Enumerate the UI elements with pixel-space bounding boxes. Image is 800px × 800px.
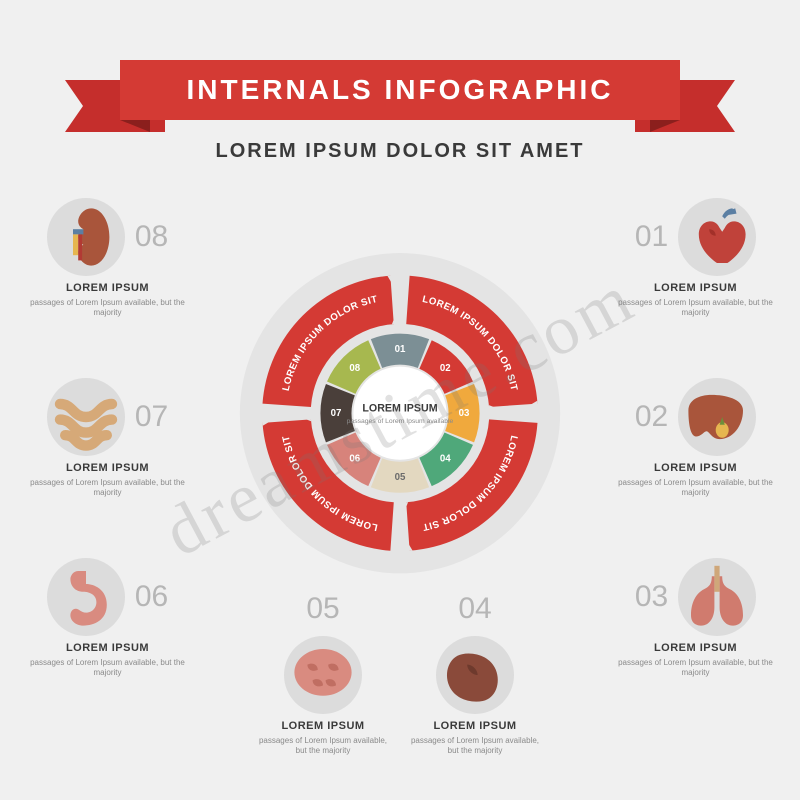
item-num-03: 03 (635, 580, 668, 614)
item-num-06: 06 (135, 580, 168, 614)
item-num-04: 04 (458, 592, 491, 626)
item-desc-05: passages of Lorem Ipsum available, but t… (258, 736, 388, 757)
item-desc-06: passages of Lorem Ipsum available, but t… (30, 658, 185, 679)
segment-num-04: 04 (440, 453, 451, 464)
item-num-05: 05 (306, 592, 339, 626)
item-label-02: LOREM IPSUM (618, 462, 773, 474)
segment-num-01: 01 (395, 344, 406, 355)
subtitle: LOREM IPSUM DOLOR SIT AMET (0, 140, 800, 163)
title-text: INTERNALS INFOGRAPHIC (120, 60, 680, 120)
item-label-05: LOREM IPSUM (258, 720, 388, 732)
item-label-01: LOREM IPSUM (618, 282, 773, 294)
intestines-icon (47, 378, 125, 456)
center-title: LOREM IPSUM (362, 402, 437, 414)
item-03: 03 LOREM IPSUM passages of Lorem Ipsum ava… (618, 558, 773, 679)
stomach-icon (47, 558, 125, 636)
item-label-06: LOREM IPSUM (30, 642, 185, 654)
item-06: 06 LOREM IPSUM passages of Lorem Ipsum ava… (30, 558, 185, 679)
kidney-icon (47, 198, 125, 276)
item-label-03: LOREM IPSUM (618, 642, 773, 654)
item-desc-07: passages of Lorem Ipsum available, but t… (30, 478, 185, 499)
item-label-07: LOREM IPSUM (30, 462, 185, 474)
item-desc-04: passages of Lorem Ipsum available, but t… (410, 736, 540, 757)
segment-num-08: 08 (349, 363, 360, 374)
item-05: 05 LOREM IPSUM passages of Lorem Ipsum ava… (258, 592, 388, 757)
brain-icon (284, 636, 362, 714)
segment-num-06: 06 (349, 453, 360, 464)
segment-num-02: 02 (440, 363, 451, 374)
item-04: 04 LOREM IPSUM passages of Lorem Ipsum ava… (410, 592, 540, 757)
item-desc-08: passages of Lorem Ipsum available, but t… (30, 298, 185, 319)
item-desc-01: passages of Lorem Ipsum available, but t… (618, 298, 773, 319)
item-02: 02 LOREM IPSUM passages of Lorem Ipsum ava… (618, 378, 773, 499)
item-num-07: 07 (135, 400, 168, 434)
item-num-08: 08 (135, 220, 168, 254)
liver-icon (678, 378, 756, 456)
item-label-04: LOREM IPSUM (410, 720, 540, 732)
item-01: 01 LOREM IPSUM passages of Lorem Ipsum ava… (618, 198, 773, 319)
spleen-icon (436, 636, 514, 714)
center-wheel: LOREM IPSUM DOLOR SITLOREM IPSUM DOLOR S… (235, 248, 565, 578)
segment-num-07: 07 (331, 408, 342, 419)
center-sub: passages of Lorem Ipsum available (347, 418, 454, 425)
segment-num-05: 05 (395, 472, 406, 483)
title-ribbon: INTERNALS INFOGRAPHIC (120, 60, 680, 120)
item-08: 08 LOREM IPSUM passages of Lorem Ipsum ava… (30, 198, 185, 319)
lungs-icon (678, 558, 756, 636)
item-desc-03: passages of Lorem Ipsum available, but t… (618, 658, 773, 679)
item-num-01: 01 (635, 220, 668, 254)
item-07: 07 LOREM IPSUM passages of Lorem Ipsum ava… (30, 378, 185, 499)
item-label-08: LOREM IPSUM (30, 282, 185, 294)
heart-icon (678, 198, 756, 276)
segment-num-03: 03 (459, 408, 470, 419)
item-desc-02: passages of Lorem Ipsum available, but t… (618, 478, 773, 499)
item-num-02: 02 (635, 400, 668, 434)
